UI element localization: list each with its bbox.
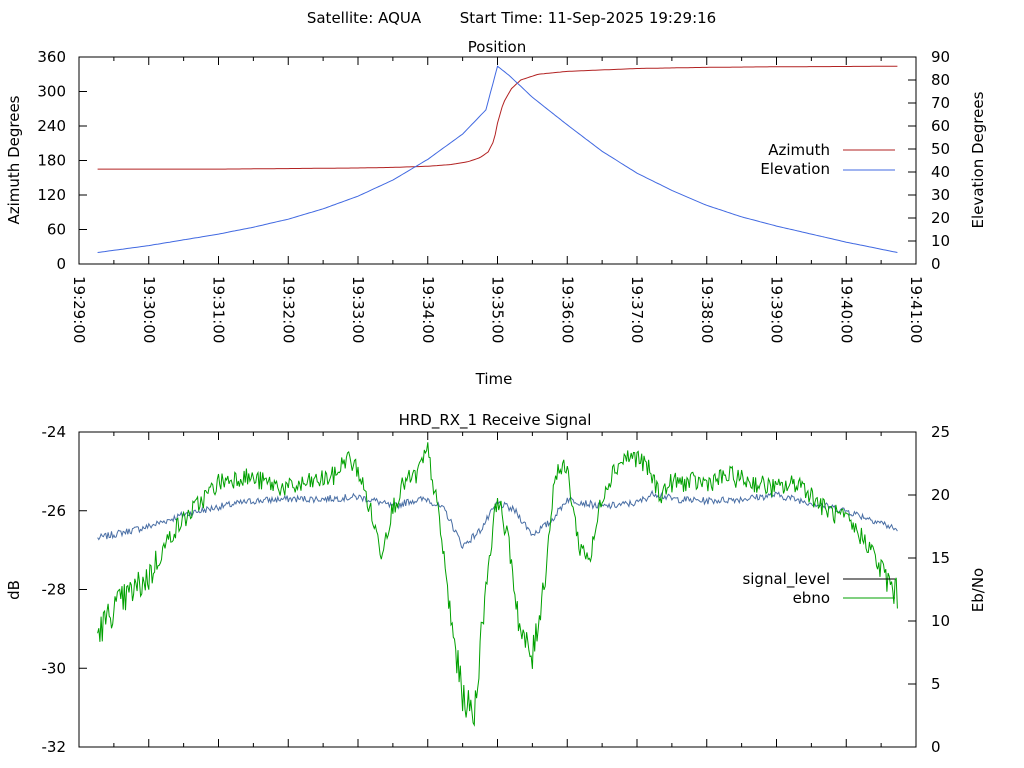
db-tick-label: -30 bbox=[42, 659, 67, 677]
time-tick-label: 19:38:00 bbox=[698, 276, 716, 343]
start-time-label: Start Time: 11-Sep-2025 19:29:16 bbox=[460, 9, 716, 27]
time-tick-label: 19:30:00 bbox=[140, 276, 158, 343]
time-tick-label: 19:41:00 bbox=[907, 276, 925, 343]
elevation-tick-label: 80 bbox=[931, 71, 950, 89]
time-axis-label: Time bbox=[475, 370, 513, 388]
elevation-tick-label: 50 bbox=[931, 140, 950, 158]
signal-ticks: -24 -26 -28 -30 -32 0 5 10 15 20 25 bbox=[42, 423, 951, 756]
time-tick-label: 19:31:00 bbox=[210, 276, 228, 343]
signal-chart-title: HRD_RX_1 Receive Signal bbox=[399, 411, 592, 430]
azimuth-line bbox=[97, 65, 898, 170]
elevation-tick-label: 60 bbox=[931, 117, 950, 135]
azimuth-tick-label: 240 bbox=[37, 117, 66, 135]
azimuth-tick-label: 180 bbox=[37, 152, 66, 170]
azimuth-tick-label: 300 bbox=[37, 83, 66, 101]
time-tick-label: 19:32:00 bbox=[279, 276, 297, 343]
signal-series bbox=[97, 442, 898, 727]
time-tick-label: 19:35:00 bbox=[489, 276, 507, 343]
elevation-tick-label: 30 bbox=[931, 186, 950, 204]
elevation-tick-label: 20 bbox=[931, 209, 950, 227]
elevation-tick-label: 70 bbox=[931, 94, 950, 112]
signal-plot-frame bbox=[78, 431, 917, 748]
azimuth-axis-label: Azimuth Degrees bbox=[5, 95, 23, 224]
time-tick-label: 19:40:00 bbox=[837, 276, 855, 343]
ebno-tick-label: 20 bbox=[931, 486, 950, 504]
elevation-tick-label: 0 bbox=[931, 255, 941, 273]
ebno-tick-label: 0 bbox=[931, 738, 941, 756]
time-tick-label: 19:36:00 bbox=[558, 276, 576, 343]
ebno-tick-label: 15 bbox=[931, 549, 950, 567]
azimuth-tick-label: 360 bbox=[37, 48, 66, 66]
time-tick-label: 19:37:00 bbox=[628, 276, 646, 343]
elevation-tick-label: 40 bbox=[931, 163, 950, 181]
db-tick-label: -28 bbox=[42, 581, 67, 599]
position-ticks: 0 60 120 180 240 300 360 0 10 20 30 40 50 60 70 80 90 19:… bbox=[37, 48, 950, 343]
ebno-line bbox=[97, 442, 898, 727]
db-tick-label: -26 bbox=[42, 502, 67, 520]
time-tick-label: 19:34:00 bbox=[419, 276, 437, 343]
time-tick-label: 19:33:00 bbox=[349, 276, 367, 343]
time-tick-label: 19:39:00 bbox=[768, 276, 786, 343]
ebno-tick-label: 10 bbox=[931, 612, 950, 630]
satellite-label: Satellite: AQUA bbox=[307, 9, 422, 27]
azimuth-tick-label: 0 bbox=[56, 255, 66, 273]
elevation-tick-label: 10 bbox=[931, 232, 950, 250]
db-tick-label: -32 bbox=[42, 738, 67, 756]
azimuth-tick-label: 120 bbox=[37, 186, 66, 204]
db-tick-label: -24 bbox=[42, 423, 67, 441]
legend-elevation-label: Elevation bbox=[760, 160, 830, 178]
elevation-tick-label: 90 bbox=[931, 48, 950, 66]
ebno-tick-label: 25 bbox=[931, 423, 950, 441]
ebno-tick-label: 5 bbox=[931, 675, 941, 693]
position-chart-title: Position bbox=[468, 38, 526, 56]
legend-ebno-label: ebno bbox=[793, 589, 830, 607]
elevation-axis-label: Elevation Degrees bbox=[969, 91, 987, 228]
azimuth-tick-label: 60 bbox=[47, 221, 66, 239]
legend-signal-level-label: signal_level bbox=[742, 570, 830, 589]
legend-azimuth-label: Azimuth bbox=[768, 141, 830, 159]
time-tick-label: 19:29:00 bbox=[70, 276, 88, 343]
ebno-axis-label: Eb/No bbox=[969, 568, 987, 612]
elevation-line bbox=[97, 65, 898, 253]
position-series bbox=[97, 65, 898, 253]
db-axis-label: dB bbox=[5, 580, 23, 600]
